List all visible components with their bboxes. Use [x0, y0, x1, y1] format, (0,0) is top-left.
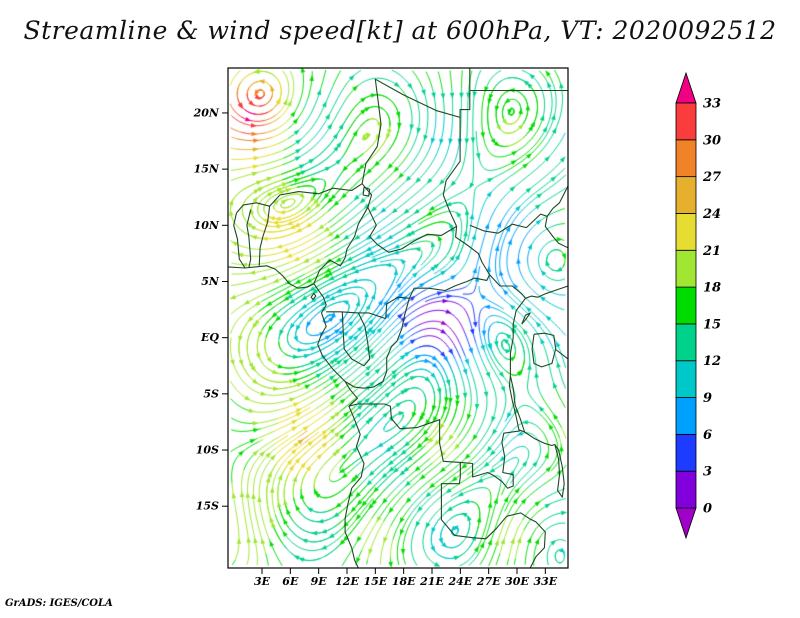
y-axis-label: EQ	[200, 331, 219, 344]
x-axis-label: 18E	[392, 575, 416, 588]
colorbar-label: 18	[703, 281, 721, 296]
x-axis-label: 9E	[311, 575, 328, 588]
colorbar-label: 21	[702, 244, 721, 259]
y-axis-labels: 20N 15N 10N 5N EQ 5S 10S 15S	[193, 106, 220, 512]
colorbar-segment	[675, 397, 697, 435]
streamlines-canvas	[228, 68, 568, 568]
colorbar-label: 24	[702, 207, 721, 222]
colorbar-label: 33	[703, 97, 721, 112]
colorbar-segment	[675, 139, 697, 178]
y-axis-label: 20N	[193, 106, 220, 119]
x-axis-label: 33E	[533, 575, 557, 588]
colorbar-label: 27	[702, 170, 721, 185]
colorbar-arrow-low	[675, 507, 697, 540]
colorbar-segment	[675, 323, 697, 362]
colorbar-segment	[675, 102, 697, 141]
colorbar-label: 3	[703, 465, 712, 480]
y-axis-label: 15S	[196, 500, 219, 513]
colorbar-label: 15	[703, 317, 721, 332]
x-axis-label: 3E	[254, 575, 271, 588]
x-axis-label: 12E	[335, 575, 359, 588]
colorbar-label: 12	[703, 354, 721, 369]
x-axis-label: 24E	[447, 575, 472, 588]
colorbar-labels: 0 3 6 9 12 15 18 21 24 27 30 33	[702, 97, 721, 517]
colorbar-segment	[675, 249, 697, 288]
y-axis-label: 10N	[194, 219, 220, 232]
y-axis-label: 5N	[201, 275, 220, 288]
grads-attribution: GrADS: IGES/COLA	[5, 598, 113, 609]
y-axis-label: 15N	[194, 163, 220, 176]
colorbar-label: 30	[703, 133, 721, 148]
colorbar-label: 0	[703, 502, 712, 517]
y-axis-label: 10S	[196, 444, 219, 457]
colorbar-segment	[675, 433, 697, 472]
x-axis-label: 6E	[282, 575, 299, 588]
x-axis-label: 27E	[476, 575, 501, 588]
y-axis-label: 5S	[203, 387, 219, 400]
colorbar-label: 6	[703, 428, 712, 443]
colorbar-segment	[675, 176, 697, 214]
colorbar-segment	[675, 360, 697, 398]
x-axis-label: 30E	[505, 575, 529, 588]
x-axis-label: 21E	[419, 575, 444, 588]
colorbar	[675, 71, 697, 540]
x-axis-label: 15E	[363, 575, 387, 588]
x-axis-labels: 3E 6E 9E 12E 15E 18E 21E 24E 27E 30E 33E	[254, 575, 558, 588]
colorbar-segment	[675, 470, 697, 509]
colorbar-segment	[675, 213, 697, 251]
colorbar-label: 9	[703, 391, 712, 406]
colorbar-segment	[675, 286, 697, 325]
colorbar-arrow-high	[675, 71, 697, 104]
chart-title: Streamline & wind speed[kt] at 600hPa, V…	[23, 16, 777, 45]
